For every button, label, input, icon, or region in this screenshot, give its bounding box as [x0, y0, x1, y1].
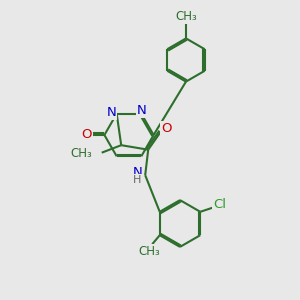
Text: CH₃: CH₃: [70, 147, 92, 160]
Text: N: N: [137, 104, 147, 117]
Text: O: O: [161, 122, 172, 135]
Text: Cl: Cl: [213, 198, 226, 211]
Text: N: N: [133, 166, 142, 179]
Text: CH₃: CH₃: [138, 245, 160, 258]
Text: H: H: [133, 175, 142, 185]
Text: N: N: [106, 106, 116, 119]
Text: CH₃: CH₃: [175, 10, 197, 23]
Text: O: O: [82, 128, 92, 142]
